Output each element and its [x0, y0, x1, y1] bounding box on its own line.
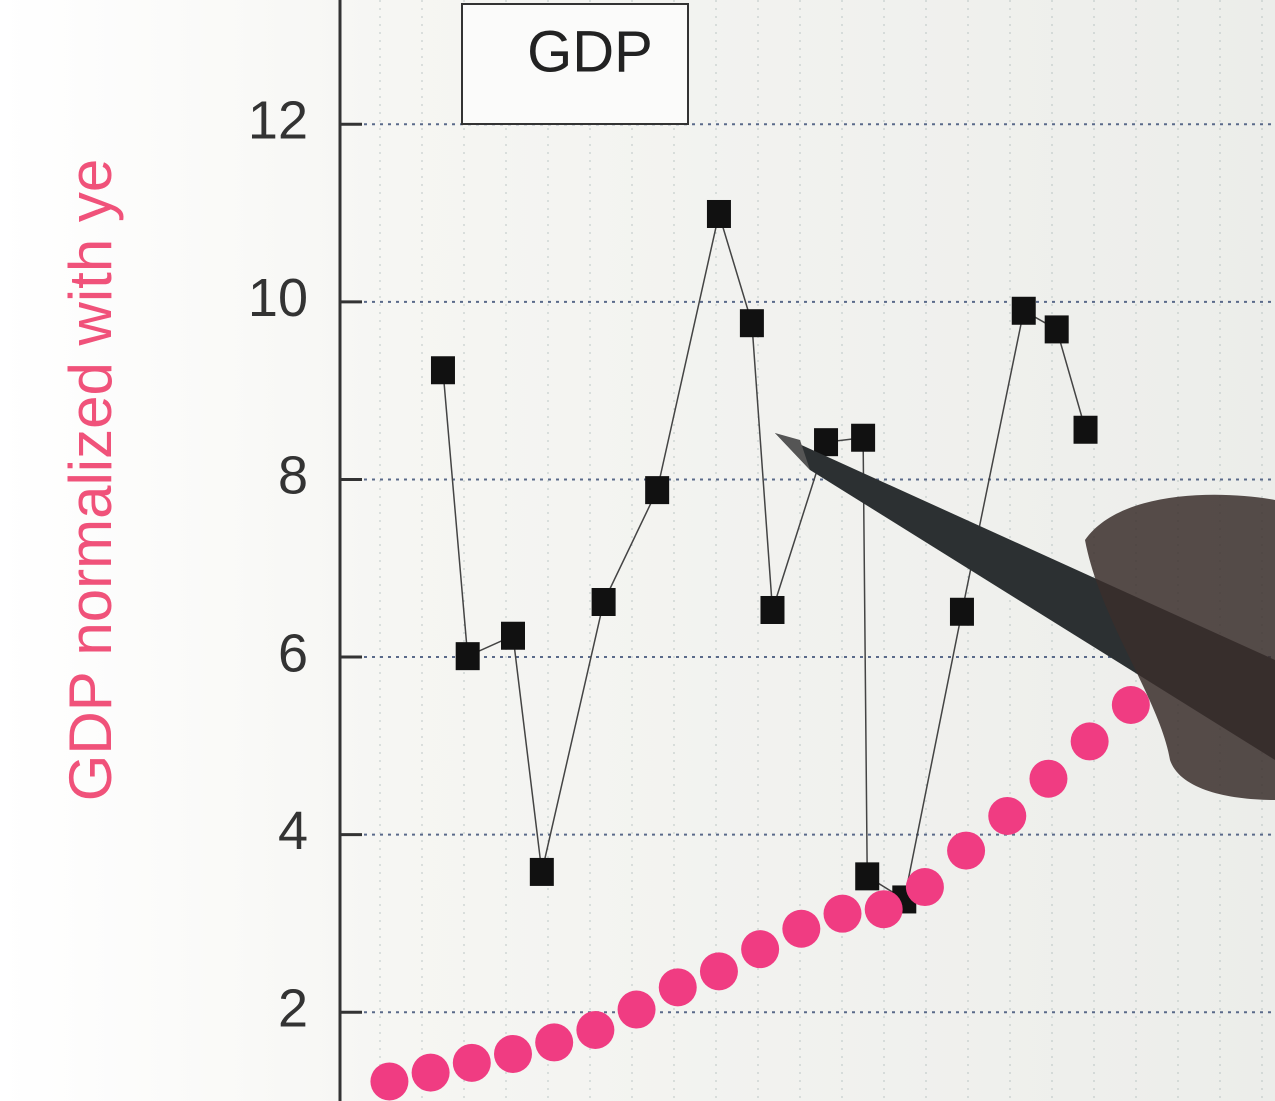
square-marker	[814, 428, 839, 457]
circle-marker	[699, 952, 738, 991]
circle-marker	[493, 1034, 532, 1073]
circle-marker	[741, 930, 780, 969]
y-tick-label: 10	[248, 268, 308, 328]
legend-box	[461, 3, 689, 125]
hand	[1085, 494, 1275, 800]
square-marker	[430, 356, 455, 385]
circle-marker	[1111, 685, 1150, 724]
square-marker	[760, 595, 785, 624]
y-tick-label: 2	[278, 978, 308, 1038]
circle-marker	[576, 1010, 615, 1049]
square-marker	[949, 597, 974, 626]
square-marker	[739, 309, 764, 338]
circle-marker	[1070, 722, 1109, 761]
pen	[775, 433, 1275, 800]
circle-marker	[535, 1023, 574, 1062]
circle-marker	[988, 796, 1027, 835]
circle-marker	[823, 894, 862, 933]
square-marker	[1011, 296, 1036, 325]
square-marker	[851, 423, 876, 452]
circle-marker	[452, 1043, 491, 1082]
pen-tip	[775, 433, 810, 470]
y-tick-label: 4	[278, 801, 308, 861]
y-tick-label: 6	[278, 623, 308, 683]
circle-marker	[864, 890, 903, 929]
circle-marker	[1029, 759, 1068, 798]
circle-marker	[782, 909, 821, 948]
legend-label: GDP	[527, 19, 653, 84]
square-marker	[455, 642, 480, 671]
circle-marker	[411, 1053, 450, 1092]
square-marker	[529, 857, 554, 886]
circle-marker	[905, 868, 944, 907]
square-marker	[1044, 315, 1069, 344]
marks	[370, 199, 1150, 1101]
square-marker	[591, 587, 616, 616]
square-marker	[706, 199, 731, 228]
circle-marker	[658, 968, 697, 1007]
y-tick-label: 12	[248, 91, 308, 151]
circle-marker	[370, 1062, 409, 1101]
square-marker	[855, 862, 880, 891]
square-marker	[500, 621, 525, 650]
y-tick-label: 8	[278, 446, 308, 506]
square-marker	[645, 476, 670, 505]
square-marker	[1073, 415, 1098, 444]
y-axis-label: GDP normalized with ye	[57, 159, 124, 801]
circle-marker	[617, 990, 656, 1029]
circle-marker	[947, 831, 986, 870]
